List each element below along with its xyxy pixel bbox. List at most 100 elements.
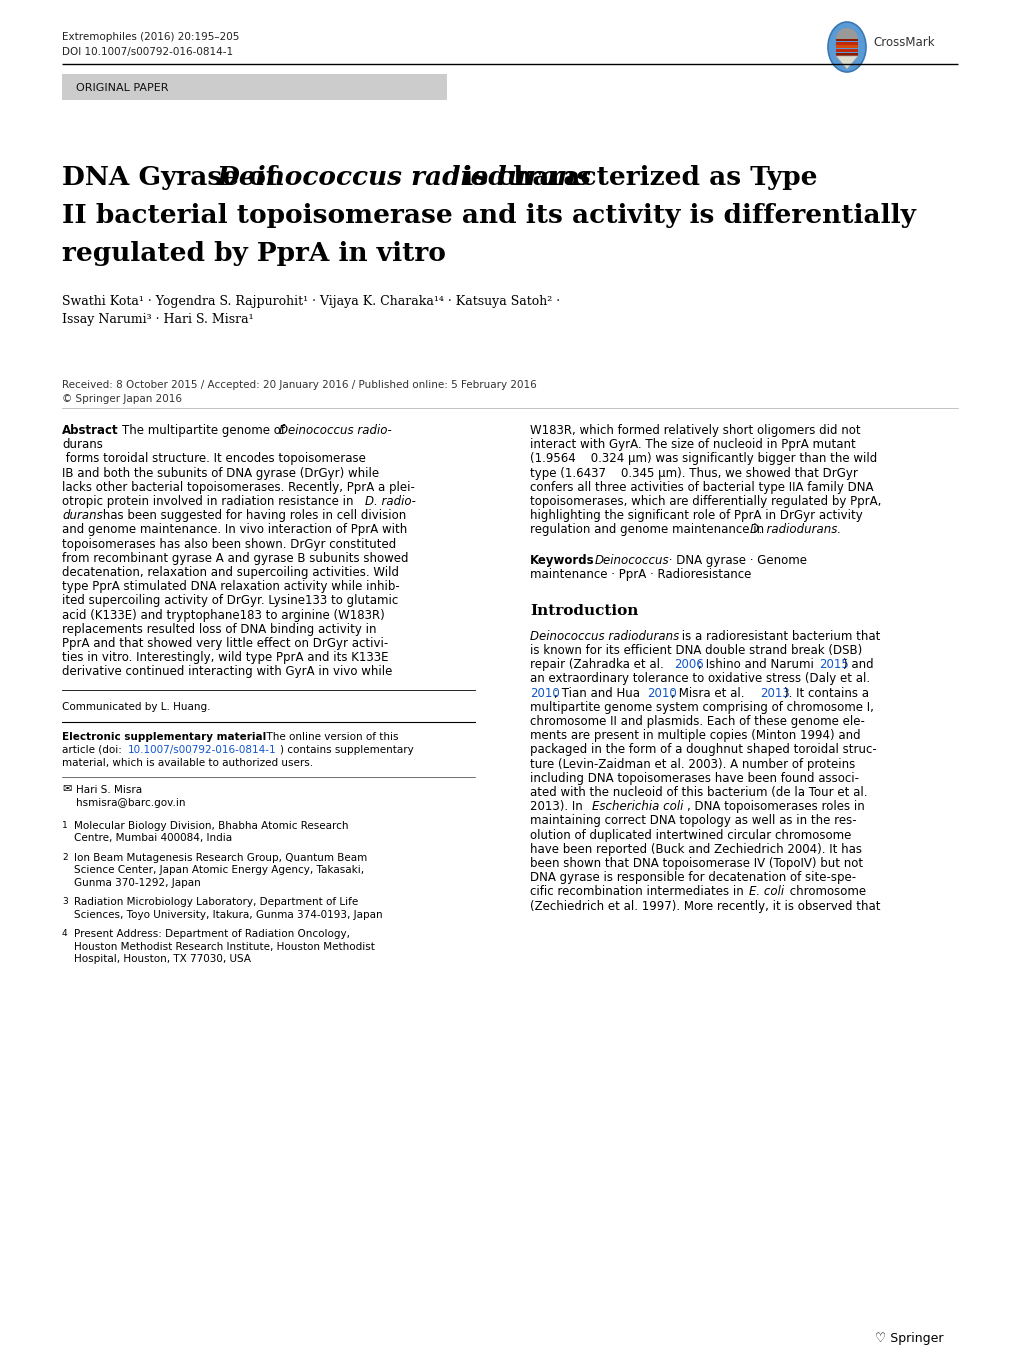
- Text: Abstract: Abstract: [62, 424, 118, 438]
- Text: The online version of this: The online version of this: [260, 732, 398, 741]
- Text: D. radio-: D. radio-: [365, 495, 416, 508]
- Text: Deinococcus radio-: Deinococcus radio-: [279, 424, 391, 438]
- Text: Radiation Microbiology Laboratory, Department of Life: Radiation Microbiology Laboratory, Depar…: [74, 897, 358, 906]
- Text: replacements resulted loss of DNA binding activity in: replacements resulted loss of DNA bindin…: [62, 623, 376, 635]
- Text: otropic protein involved in radiation resistance in: otropic protein involved in radiation re…: [62, 495, 357, 508]
- Text: topoisomerases, which are differentially regulated by PprA,: topoisomerases, which are differentially…: [530, 495, 880, 508]
- FancyBboxPatch shape: [836, 49, 857, 51]
- Text: ated with the nucleoid of this bacterium (de la Tour et al.: ated with the nucleoid of this bacterium…: [530, 786, 866, 799]
- Text: Communicated by L. Huang.: Communicated by L. Huang.: [62, 702, 210, 711]
- Text: 2015: 2015: [818, 659, 848, 671]
- Text: have been reported (Buck and Zechiedrich 2004). It has: have been reported (Buck and Zechiedrich…: [530, 843, 861, 856]
- Text: ties in vitro. Interestingly, wild type PprA and its K133E: ties in vitro. Interestingly, wild type …: [62, 652, 388, 664]
- Text: Ion Beam Mutagenesis Research Group, Quantum Beam: Ion Beam Mutagenesis Research Group, Qua…: [74, 852, 367, 863]
- Text: forms toroidal structure. It encodes topoisomerase: forms toroidal structure. It encodes top…: [62, 453, 366, 465]
- Text: regulation and genome maintenance in: regulation and genome maintenance in: [530, 523, 767, 537]
- Text: , DNA topoisomerases roles in: , DNA topoisomerases roles in: [687, 801, 864, 813]
- Text: 2010: 2010: [646, 687, 676, 699]
- Text: 2010: 2010: [530, 687, 559, 699]
- Text: has been suggested for having roles in cell division: has been suggested for having roles in c…: [99, 509, 406, 522]
- Text: ) and: ) and: [842, 659, 872, 671]
- Text: maintaining correct DNA topology as well as in the res-: maintaining correct DNA topology as well…: [530, 814, 856, 828]
- Text: maintenance · PprA · Radioresistance: maintenance · PprA · Radioresistance: [530, 568, 751, 581]
- Text: ture (Levin-Zaidman et al. 2003). A number of proteins: ture (Levin-Zaidman et al. 2003). A numb…: [530, 757, 854, 771]
- Text: Present Address: Department of Radiation Oncology,: Present Address: Department of Radiation…: [74, 930, 350, 939]
- Text: regulated by PprA in vitro: regulated by PprA in vitro: [62, 241, 445, 266]
- Text: 2: 2: [62, 852, 67, 862]
- Text: Escherichia coli: Escherichia coli: [591, 801, 683, 813]
- Text: ). It contains a: ). It contains a: [784, 687, 868, 699]
- Text: Swathi Kota¹ · Yogendra S. Rajpurohit¹ · Vijaya K. Charaka¹⁴ · Katsuya Satoh² ·: Swathi Kota¹ · Yogendra S. Rajpurohit¹ ·…: [62, 295, 559, 308]
- Text: 10.1007/s00792-016-0814-1: 10.1007/s00792-016-0814-1: [127, 745, 276, 755]
- Text: topoisomerases has also been shown. DrGyr constituted: topoisomerases has also been shown. DrGy…: [62, 538, 395, 550]
- Text: type (1.6437    0.345 μm). Thus, we showed that DrGyr: type (1.6437 0.345 μm). Thus, we showed …: [530, 466, 857, 480]
- Text: Science Center, Japan Atomic Energy Agency, Takasaki,: Science Center, Japan Atomic Energy Agen…: [74, 864, 364, 875]
- Text: Electronic supplementary material: Electronic supplementary material: [62, 732, 266, 741]
- Text: ited supercoiling activity of DrGyr. Lysine133 to glutamic: ited supercoiling activity of DrGyr. Lys…: [62, 595, 397, 607]
- Text: 2013: 2013: [759, 687, 789, 699]
- Text: highlighting the significant role of PprA in DrGyr activity: highlighting the significant role of Ppr…: [530, 509, 862, 522]
- Text: durans: durans: [62, 438, 103, 451]
- Text: Keywords: Keywords: [530, 554, 594, 566]
- Text: multipartite genome system comprising of chromosome I,: multipartite genome system comprising of…: [530, 701, 873, 714]
- Text: © Springer Japan 2016: © Springer Japan 2016: [62, 394, 181, 404]
- Text: 2013). In: 2013). In: [530, 801, 586, 813]
- Text: is a radioresistant bacterium that: is a radioresistant bacterium that: [678, 630, 879, 642]
- Text: including DNA topoisomerases have been found associ-: including DNA topoisomerases have been f…: [530, 772, 858, 785]
- Text: 2006: 2006: [674, 659, 703, 671]
- Text: Hospital, Houston, TX 77030, USA: Hospital, Houston, TX 77030, USA: [74, 954, 251, 965]
- Text: been shown that DNA topoisomerase IV (TopoIV) but not: been shown that DNA topoisomerase IV (To…: [530, 856, 862, 870]
- Ellipse shape: [827, 22, 865, 72]
- Text: ORIGINAL PAPER: ORIGINAL PAPER: [76, 83, 168, 93]
- Text: DNA gyrase is responsible for decatenation of site-spe-: DNA gyrase is responsible for decatenati…: [530, 871, 855, 885]
- Text: ) contains supplementary: ) contains supplementary: [280, 745, 414, 755]
- Text: Houston Methodist Research Institute, Houston Methodist: Houston Methodist Research Institute, Ho…: [74, 942, 375, 951]
- Text: ; Ishino and Narumi: ; Ishino and Narumi: [697, 659, 817, 671]
- Text: is characterized as Type: is characterized as Type: [453, 165, 816, 190]
- Text: repair (Zahradka et al.: repair (Zahradka et al.: [530, 659, 666, 671]
- Text: lacks other bacterial topoisomerases. Recently, PprA a plei-: lacks other bacterial topoisomerases. Re…: [62, 481, 415, 493]
- Text: Introduction: Introduction: [530, 604, 638, 618]
- Text: from recombinant gyrase A and gyrase B subunits showed: from recombinant gyrase A and gyrase B s…: [62, 551, 408, 565]
- Text: type PprA stimulated DNA relaxation activity while inhib-: type PprA stimulated DNA relaxation acti…: [62, 580, 399, 593]
- Text: ; Misra et al.: ; Misra et al.: [671, 687, 748, 699]
- Text: chromosome II and plasmids. Each of these genome ele-: chromosome II and plasmids. Each of thes…: [530, 715, 864, 728]
- Text: Molecular Biology Division, Bhabha Atomic Research: Molecular Biology Division, Bhabha Atomi…: [74, 821, 348, 831]
- Text: (1.9564    0.324 μm) was significantly bigger than the wild: (1.9564 0.324 μm) was significantly bigg…: [530, 453, 876, 465]
- Text: derivative continued interacting with GyrA in vivo while: derivative continued interacting with Gy…: [62, 665, 392, 679]
- Text: durans: durans: [62, 509, 103, 522]
- FancyBboxPatch shape: [836, 38, 857, 41]
- FancyBboxPatch shape: [836, 53, 857, 56]
- Text: article (doi:: article (doi:: [62, 745, 121, 755]
- Text: Hari S. Misra: Hari S. Misra: [76, 785, 142, 794]
- Text: ; Tian and Hua: ; Tian and Hua: [553, 687, 643, 699]
- Text: (Zechiedrich et al. 1997). More recently, it is observed that: (Zechiedrich et al. 1997). More recently…: [530, 900, 879, 913]
- Text: Deinococcus: Deinococcus: [594, 554, 668, 566]
- Text: Centre, Mumbai 400084, India: Centre, Mumbai 400084, India: [74, 833, 232, 843]
- Text: packaged in the form of a doughnut shaped toroidal struc-: packaged in the form of a doughnut shape…: [530, 744, 876, 756]
- Text: chromosome: chromosome: [786, 885, 865, 898]
- Text: Extremophiles (2016) 20:195–205: Extremophiles (2016) 20:195–205: [62, 33, 239, 42]
- Text: hsmisra@barc.gov.in: hsmisra@barc.gov.in: [76, 798, 185, 808]
- Text: The multipartite genome of: The multipartite genome of: [122, 424, 288, 438]
- Text: confers all three activities of bacterial type IIA family DNA: confers all three activities of bacteria…: [530, 481, 872, 493]
- Text: ♡ Springer: ♡ Springer: [874, 1332, 943, 1346]
- Text: an extraordinary tolerance to oxidative stress (Daly et al.: an extraordinary tolerance to oxidative …: [530, 672, 869, 686]
- Text: Deinococcus radiodurans: Deinococcus radiodurans: [530, 630, 679, 642]
- Text: Deinococcus radiodurans: Deinococcus radiodurans: [217, 165, 591, 190]
- Text: 4: 4: [62, 930, 67, 938]
- Text: ✉: ✉: [62, 785, 71, 794]
- Text: DOI 10.1007/s00792-016-0814-1: DOI 10.1007/s00792-016-0814-1: [62, 47, 233, 57]
- Text: ments are present in multiple copies (Minton 1994) and: ments are present in multiple copies (Mi…: [530, 729, 860, 743]
- Text: is known for its efficient DNA double strand break (DSB): is known for its efficient DNA double st…: [530, 644, 861, 657]
- Text: 1: 1: [62, 821, 67, 829]
- Text: E. coli: E. coli: [748, 885, 784, 898]
- Polygon shape: [836, 56, 857, 69]
- Text: material, which is available to authorized users.: material, which is available to authoriz…: [62, 757, 313, 767]
- Text: 3: 3: [62, 897, 67, 906]
- Text: · DNA gyrase · Genome: · DNA gyrase · Genome: [664, 554, 806, 566]
- Text: IB and both the subunits of DNA gyrase (DrGyr) while: IB and both the subunits of DNA gyrase (…: [62, 466, 379, 480]
- Text: Gunma 370-1292, Japan: Gunma 370-1292, Japan: [74, 878, 201, 888]
- FancyBboxPatch shape: [836, 45, 857, 49]
- Text: W183R, which formed relatively short oligomers did not: W183R, which formed relatively short oli…: [530, 424, 860, 438]
